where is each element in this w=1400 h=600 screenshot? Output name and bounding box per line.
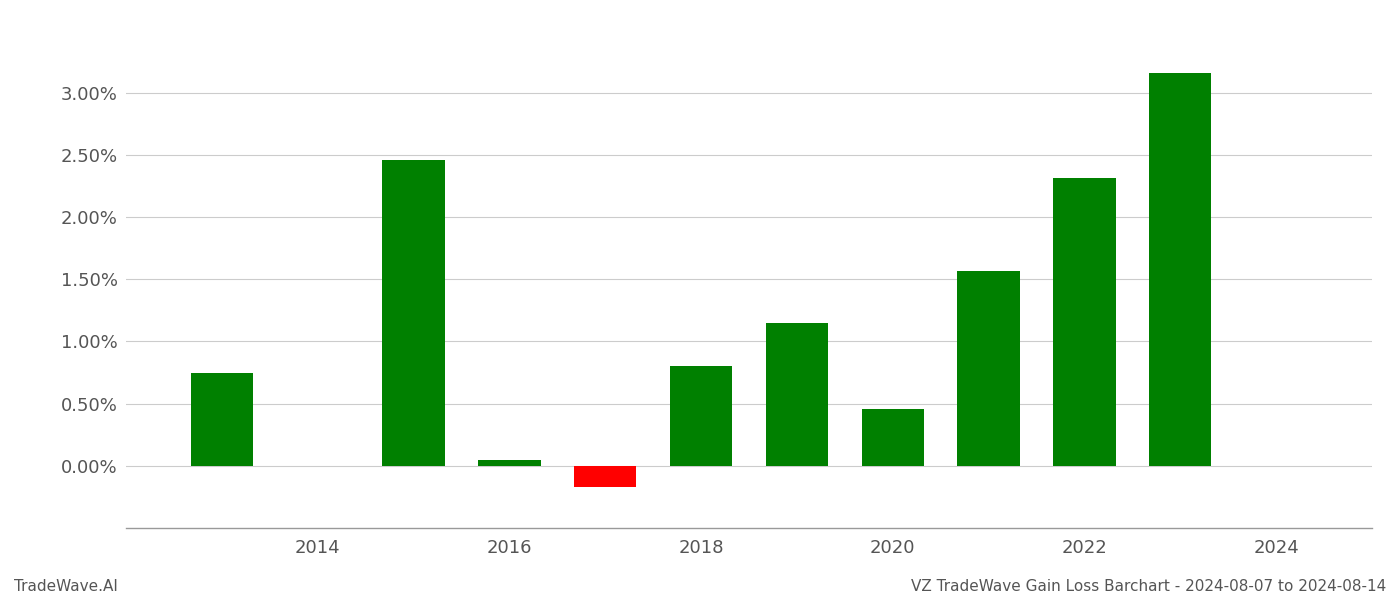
Text: TradeWave.AI: TradeWave.AI xyxy=(14,579,118,594)
Bar xyxy=(479,460,540,466)
Bar xyxy=(1053,178,1116,466)
Bar xyxy=(766,323,827,466)
Bar xyxy=(671,366,732,466)
Bar xyxy=(574,466,637,487)
Text: VZ TradeWave Gain Loss Barchart - 2024-08-07 to 2024-08-14: VZ TradeWave Gain Loss Barchart - 2024-0… xyxy=(911,579,1386,594)
Bar xyxy=(958,271,1019,466)
Bar xyxy=(1149,73,1211,466)
Bar xyxy=(861,409,924,466)
Bar xyxy=(190,373,253,466)
Bar xyxy=(382,160,445,466)
